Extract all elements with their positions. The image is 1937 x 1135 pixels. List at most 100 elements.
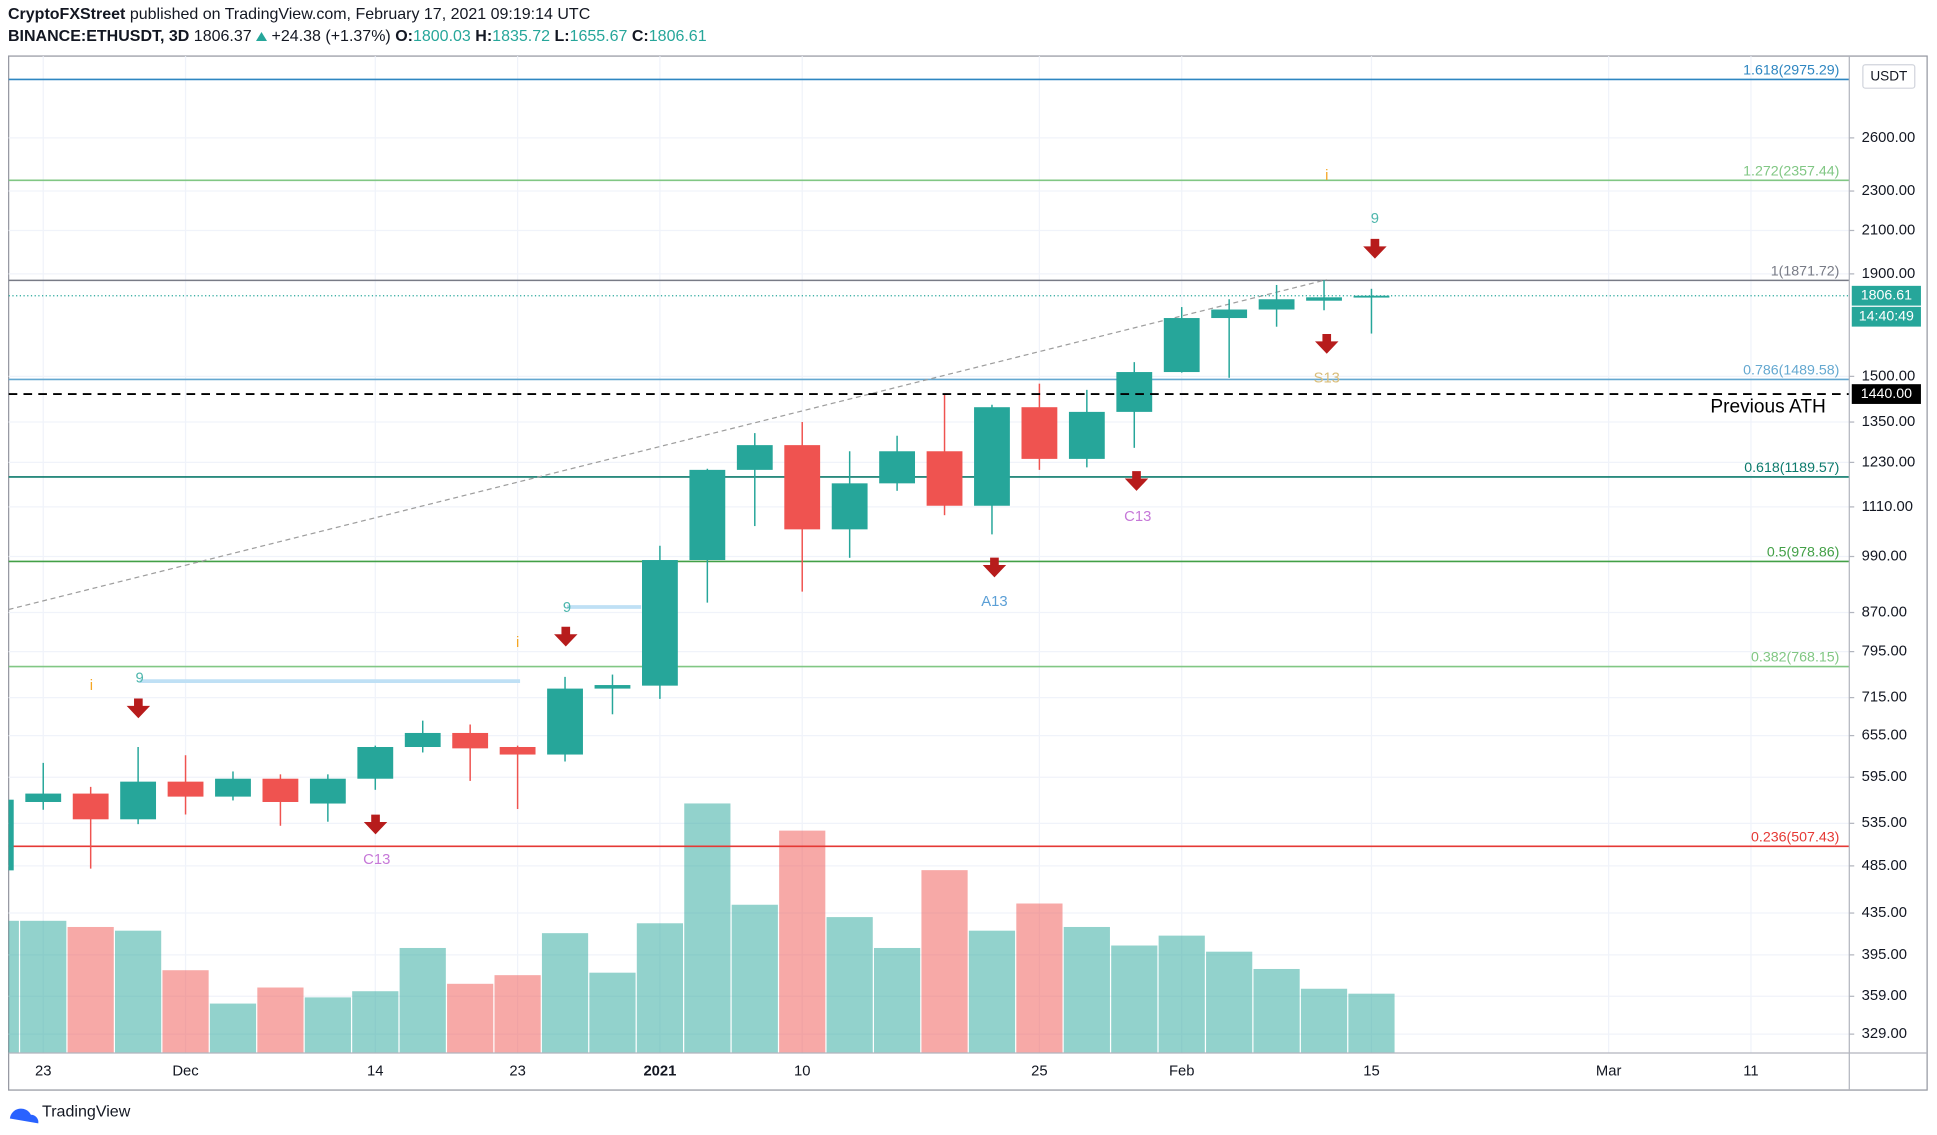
candle-body xyxy=(404,732,441,747)
volume-bar xyxy=(209,1003,257,1053)
header-line-2: BINANCE:ETHUSDT, 3D 1806.37 +24.38 (+1.3… xyxy=(8,26,707,48)
candle-body xyxy=(736,445,773,470)
last-price-tag xyxy=(1851,285,1921,306)
candle-body xyxy=(879,451,916,484)
fib-label: 1.272(2357.44) xyxy=(1743,163,1839,179)
x-tick-label: 2021 xyxy=(643,1063,676,1079)
y-tick-label: 1900.00 xyxy=(1862,266,1916,282)
chart-border xyxy=(8,55,1928,1091)
symbol: BINANCE:ETHUSDT, 3D xyxy=(8,28,190,45)
logo-icon xyxy=(9,1108,39,1124)
footer: TradingView xyxy=(42,1103,131,1121)
volume-bar xyxy=(1348,993,1395,1053)
td-annotation: S13 xyxy=(1314,370,1340,386)
fib-label: 1.618(2975.29) xyxy=(1743,63,1839,79)
x-tick-label: 23 xyxy=(509,1063,525,1079)
signal-arrow xyxy=(1363,238,1387,259)
y-tick-label: 595.00 xyxy=(1862,769,1907,785)
td-annotation: i xyxy=(90,678,93,694)
candle-body xyxy=(1021,407,1058,459)
y-tick-label: 1230.00 xyxy=(1862,454,1916,470)
y-tick-label: 435.00 xyxy=(1862,905,1907,921)
x-tick-label: 11 xyxy=(1743,1063,1758,1079)
candle-body xyxy=(452,732,489,749)
y-tick-label: 2100.00 xyxy=(1862,222,1916,238)
signal-arrow xyxy=(554,626,578,647)
y-tick-label: 485.00 xyxy=(1862,858,1907,874)
ohlc-value: 1806.61 xyxy=(648,28,707,45)
currency-box xyxy=(1862,64,1916,89)
candle-body xyxy=(1258,299,1295,310)
x-tick-label: 10 xyxy=(794,1063,810,1079)
logo: TradingView xyxy=(9,1103,131,1124)
y-tick-label: 395.00 xyxy=(1862,947,1907,963)
candle-body xyxy=(784,445,821,530)
published: published on TradingView.com, February 1… xyxy=(129,6,591,23)
last: 1806.37 xyxy=(193,28,252,45)
candle-body xyxy=(594,685,631,689)
volume-bar xyxy=(1111,945,1158,1053)
volume-bar xyxy=(731,904,778,1053)
volume-bar xyxy=(8,920,19,1053)
countdown-tag xyxy=(1851,306,1921,327)
y-tick-label: 2600.00 xyxy=(1862,130,1916,146)
x-tick-label: Feb xyxy=(1169,1063,1195,1079)
grid xyxy=(8,56,1850,1053)
fib-label: 0.786(1489.58) xyxy=(1743,362,1839,378)
candle-body xyxy=(1068,411,1105,459)
volume-bar xyxy=(352,991,399,1053)
volume-bar xyxy=(494,975,541,1053)
volume-bar xyxy=(257,987,304,1053)
x-tick-label: 25 xyxy=(1031,1063,1047,1079)
candle-body xyxy=(974,407,1010,506)
candle-body xyxy=(1116,372,1153,412)
candle-body xyxy=(1306,297,1342,301)
y-tick-label: 715.00 xyxy=(1862,690,1907,706)
y-tick-label: 2300.00 xyxy=(1862,183,1916,199)
td-annotation: A13 xyxy=(981,594,1007,610)
candle-body xyxy=(1353,295,1390,298)
td-annotation: C13 xyxy=(363,852,390,868)
volume-bar xyxy=(636,923,684,1053)
volume-bar xyxy=(873,947,921,1053)
fib-label: 0.5(978.86) xyxy=(1767,545,1840,561)
x-tick-label: Mar xyxy=(1596,1063,1622,1079)
y-tick-label: 1500.00 xyxy=(1862,368,1916,384)
up-triangle xyxy=(256,32,268,41)
signal-arrow xyxy=(982,557,1007,578)
y-tick-label: 535.00 xyxy=(1862,815,1907,831)
countdown-label: 14:40:49 xyxy=(1859,308,1914,324)
td-annotation: 9 xyxy=(1371,211,1379,227)
plot-area: 1.618(2975.29) 1.272(2357.44) 1(1871.72) 0.… xyxy=(8,63,1850,1053)
last-price-label: 1806.61 xyxy=(1861,287,1912,303)
candle-body xyxy=(8,799,14,871)
volume-bar xyxy=(684,803,731,1053)
candle-body xyxy=(1211,309,1248,319)
ohlc-key: O: xyxy=(395,28,413,45)
volume-bar xyxy=(67,926,114,1053)
y-tick-label: 1110.00 xyxy=(1862,499,1913,515)
y-tick-label: 329.00 xyxy=(1862,1026,1907,1042)
y-tick-label: 1350.00 xyxy=(1862,414,1916,430)
signal-arrow xyxy=(1315,334,1339,354)
axes: 2600.00 2300.00 2100.00 1900.00 1500.00 1350.… xyxy=(35,130,1921,1079)
fib-label: 0.382(768.15) xyxy=(1751,650,1839,666)
candle-body xyxy=(831,483,868,530)
y-tick-label: 795.00 xyxy=(1862,644,1907,660)
candle-body xyxy=(547,688,583,755)
signal-arrow xyxy=(126,698,151,719)
ath-tag-label: 1440.00 xyxy=(1861,386,1912,402)
candle-body xyxy=(642,560,678,686)
volume-bar xyxy=(1206,951,1253,1053)
volume-bar xyxy=(1300,988,1348,1053)
header: CryptoFXStreet published on TradingView.… xyxy=(8,4,707,48)
volume-bar xyxy=(447,983,494,1053)
candle-body xyxy=(689,469,726,561)
header-line-1: CryptoFXStreet published on TradingView.… xyxy=(8,4,707,26)
volume-bar xyxy=(20,920,67,1053)
candle-body xyxy=(1163,318,1200,373)
ohlc-key: C: xyxy=(631,28,649,45)
x-tick-label: 23 xyxy=(35,1063,51,1079)
x-tick-label: 14 xyxy=(367,1063,383,1079)
candle-body xyxy=(215,778,251,797)
